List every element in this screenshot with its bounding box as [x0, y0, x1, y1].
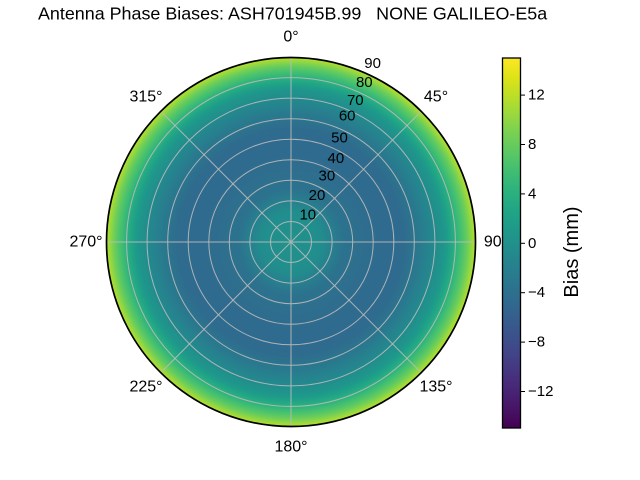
svg-text:Bias (mm): Bias (mm) [561, 206, 583, 297]
svg-text:0°: 0° [283, 29, 298, 46]
svg-text:315°: 315° [129, 89, 162, 106]
svg-text:45°: 45° [424, 89, 448, 106]
svg-text:Antenna Phase Biases: ASH70194: Antenna Phase Biases: ASH701945B.99 NONE… [38, 4, 547, 24]
svg-text:30: 30 [319, 167, 336, 184]
svg-text:60: 60 [339, 107, 356, 124]
svg-text:225°: 225° [129, 379, 162, 396]
svg-text:−4: −4 [528, 284, 545, 301]
svg-text:−8: −8 [528, 334, 545, 351]
svg-text:270°: 270° [69, 234, 102, 251]
svg-text:50: 50 [331, 129, 348, 146]
svg-text:80: 80 [356, 74, 373, 91]
svg-text:135°: 135° [419, 379, 452, 396]
svg-text:8: 8 [528, 136, 536, 153]
svg-text:10: 10 [299, 206, 316, 223]
svg-text:20: 20 [309, 187, 326, 204]
svg-text:−12: −12 [528, 383, 553, 400]
svg-text:0: 0 [528, 235, 536, 252]
svg-text:12: 12 [528, 87, 545, 104]
svg-text:70: 70 [347, 92, 364, 109]
svg-text:40: 40 [328, 150, 345, 167]
svg-text:90: 90 [364, 55, 381, 72]
svg-text:4: 4 [528, 185, 536, 202]
svg-text:180°: 180° [274, 439, 307, 456]
